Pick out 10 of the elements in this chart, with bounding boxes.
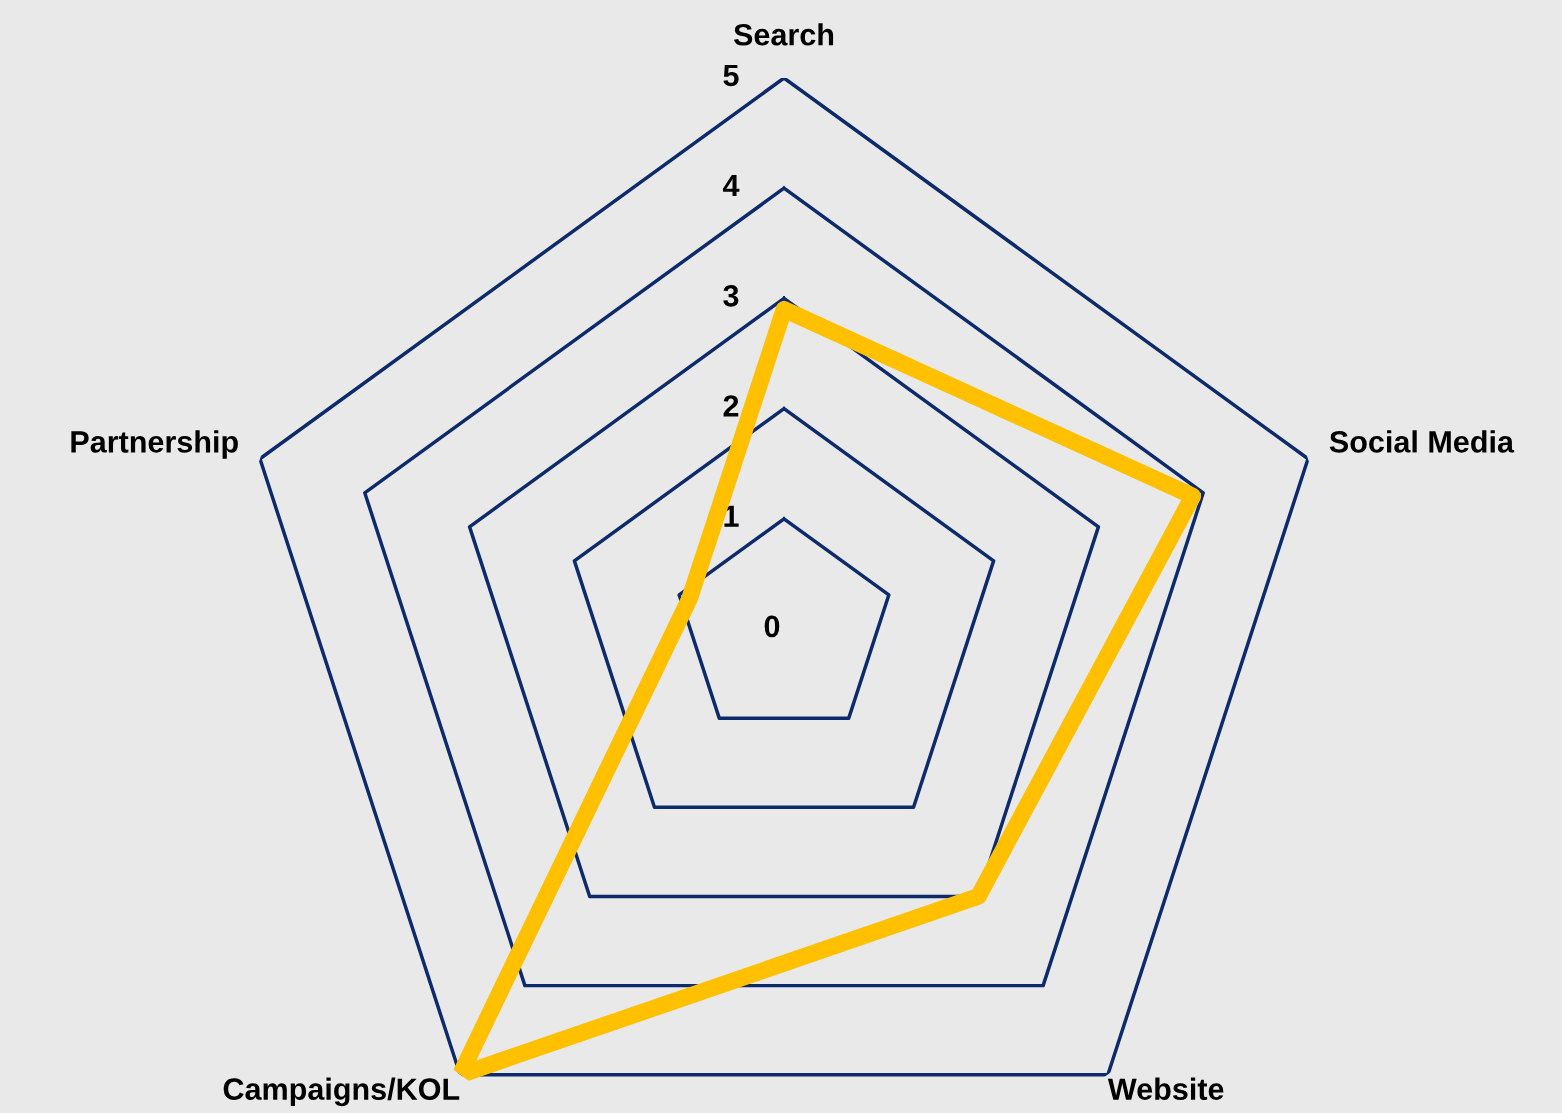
y-tick-label: 4 xyxy=(722,175,740,197)
spoke-label: Campaigns/KOL xyxy=(223,1077,460,1107)
y-tick-label: 5 xyxy=(723,64,739,87)
y-tick-label: 3 xyxy=(723,284,739,307)
spoke-label: Partnership xyxy=(71,430,238,459)
spoke-label: Social Media xyxy=(1329,430,1515,453)
spoke-label: Search xyxy=(733,23,834,46)
spoke-label: Website xyxy=(1107,1077,1224,1100)
y-tick-label: 2 xyxy=(723,395,739,417)
y-tick-label: 0 xyxy=(764,615,780,638)
